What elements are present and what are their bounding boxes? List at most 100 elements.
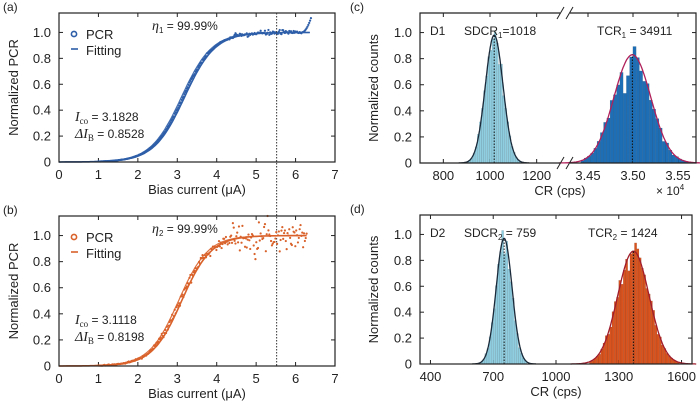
sdcr-label-value: = 759 <box>502 226 536 240</box>
pcr-point <box>282 231 286 235</box>
histogram-bar <box>501 230 504 365</box>
eta-subscript: 1 <box>159 26 164 35</box>
y-axis-label: Normalized PCR <box>6 39 21 136</box>
histogram-bar <box>643 274 646 365</box>
dib-annotation: ΔIB = 0.8528 <box>74 127 145 143</box>
histogram-bar <box>489 50 493 164</box>
tcr-label-sub: 2 <box>613 233 618 242</box>
pcr-point <box>263 225 266 229</box>
x-tick-label: 800 <box>432 168 454 183</box>
y-tick-label: 0 <box>405 357 412 372</box>
pcr-point <box>258 239 261 242</box>
x-tick-label: 0 <box>55 371 62 386</box>
histogram-bar <box>598 354 601 365</box>
x-tick-label: 6 <box>292 167 299 182</box>
histogram-bar <box>625 258 628 365</box>
dib-annotation: ΔIB = 0.8198 <box>74 330 145 346</box>
y-tick-label: 0.6 <box>394 279 412 294</box>
pcr-point <box>233 239 236 242</box>
panel-b: 0 0.2 0.4 0.6 0.8 1.0 0 1 2 3 4 5 6 7 (b) Bias current … <box>3 203 339 401</box>
pcr-point <box>267 229 270 232</box>
pcr-point <box>231 221 234 225</box>
ico-annotation: Ico = 3.1118 <box>74 313 137 329</box>
tcr-label-main: TCR <box>588 226 613 240</box>
tcr-bars <box>589 242 680 365</box>
pcr-point <box>290 243 293 247</box>
tcr-label: TCR1 = 34911 <box>597 24 673 40</box>
histogram-bar <box>636 248 640 365</box>
pcr-point <box>240 241 243 244</box>
histogram-bar <box>518 347 521 365</box>
tcr-label: TCR2 = 1424 <box>588 226 658 242</box>
ico-value: = 3.1118 <box>88 313 137 327</box>
legend-label-fitting: Fitting <box>86 246 121 261</box>
pcr-point <box>304 236 307 240</box>
pcr-point <box>247 233 250 236</box>
y-tick-label: 0.2 <box>394 331 412 346</box>
pcr-point <box>218 245 221 248</box>
panel-a: 0 0.2 0.4 0.6 0.8 1.0 0 1 2 3 4 5 6 7 (a) Bias current … <box>3 0 339 197</box>
pcr-point <box>224 235 228 239</box>
x-tick-label: 700 <box>482 369 504 384</box>
x-tick-label: 3.50 <box>620 168 645 183</box>
legend-label-pcr: PCR <box>86 27 113 42</box>
tcr-label-value: = 34911 <box>626 24 672 38</box>
histogram-bar <box>487 56 491 164</box>
panel-c: 0 0.2 0.4 0.6 0.8 1.0 800 1000 1200 3.45 3.50 3.55 (… <box>350 0 700 198</box>
eta-value: = 99.99% <box>163 19 218 33</box>
sdcr-label-main: SDCR <box>464 226 498 240</box>
histogram-bar <box>505 241 509 365</box>
pcr-point <box>235 235 238 238</box>
sdcr-bars <box>466 31 522 164</box>
y-tick-label: 0.4 <box>33 103 51 118</box>
pcr-point <box>209 254 212 258</box>
pcr-point <box>259 29 262 32</box>
pcr-point <box>263 223 267 226</box>
x-tick-label: 3.45 <box>575 168 600 183</box>
histogram-bar <box>662 141 666 164</box>
y-tick-label: 1.0 <box>33 228 51 243</box>
histogram-bar <box>632 46 637 164</box>
pcr-point <box>243 245 247 248</box>
panel-label: (c) <box>350 0 364 14</box>
pcr-point <box>264 250 267 253</box>
histogram-bar <box>509 281 513 365</box>
y-tick-label: 1.0 <box>394 25 412 40</box>
pcr-point <box>284 239 287 243</box>
sdcr-label-sub: 2 <box>498 233 503 242</box>
device-label: D2 <box>430 226 446 240</box>
y-tick-label: 0.6 <box>33 77 51 92</box>
pcr-point <box>281 226 284 229</box>
tcr-gaussian-fit <box>558 54 700 164</box>
pcr-point <box>228 241 231 245</box>
fitting-curve-secondary <box>59 31 310 163</box>
histogram-bar <box>636 57 640 164</box>
pcr-point <box>299 223 302 227</box>
histogram-bar <box>485 75 488 164</box>
pcr-point <box>220 246 223 250</box>
histogram-bar <box>622 93 627 164</box>
y-tick-label: 0.8 <box>394 51 412 66</box>
pcr-point <box>253 252 256 256</box>
eta-symbol: η <box>152 19 159 34</box>
pcr-point <box>215 248 218 252</box>
axis-break-mark <box>556 156 565 170</box>
y-tick-label: 0.4 <box>394 103 412 118</box>
pcr-point <box>282 29 285 32</box>
pcr-point <box>270 244 274 247</box>
x-tick-label: 7 <box>331 167 338 182</box>
histogram-bar <box>618 280 622 365</box>
histogram-bar <box>499 251 502 365</box>
histogram-bar <box>620 284 624 365</box>
x-tick-label: 400 <box>420 369 442 384</box>
tcr-label-value: = 1424 <box>617 226 658 240</box>
panel-d: 0 0.2 0.4 0.6 0.8 1.0 400 700 1000 1300 1600 (d) CR … <box>350 202 697 399</box>
ico-value: = 3.1828 <box>88 110 139 124</box>
x-multiplier-exponent: 4 <box>680 183 685 192</box>
tcr-label-main: TCR <box>597 24 622 38</box>
histogram-bar <box>656 334 660 365</box>
sdcr-label: SDCR2 = 759 <box>464 226 536 242</box>
x-tick-label: 5 <box>253 167 260 182</box>
ico-symbol: I <box>74 110 81 125</box>
